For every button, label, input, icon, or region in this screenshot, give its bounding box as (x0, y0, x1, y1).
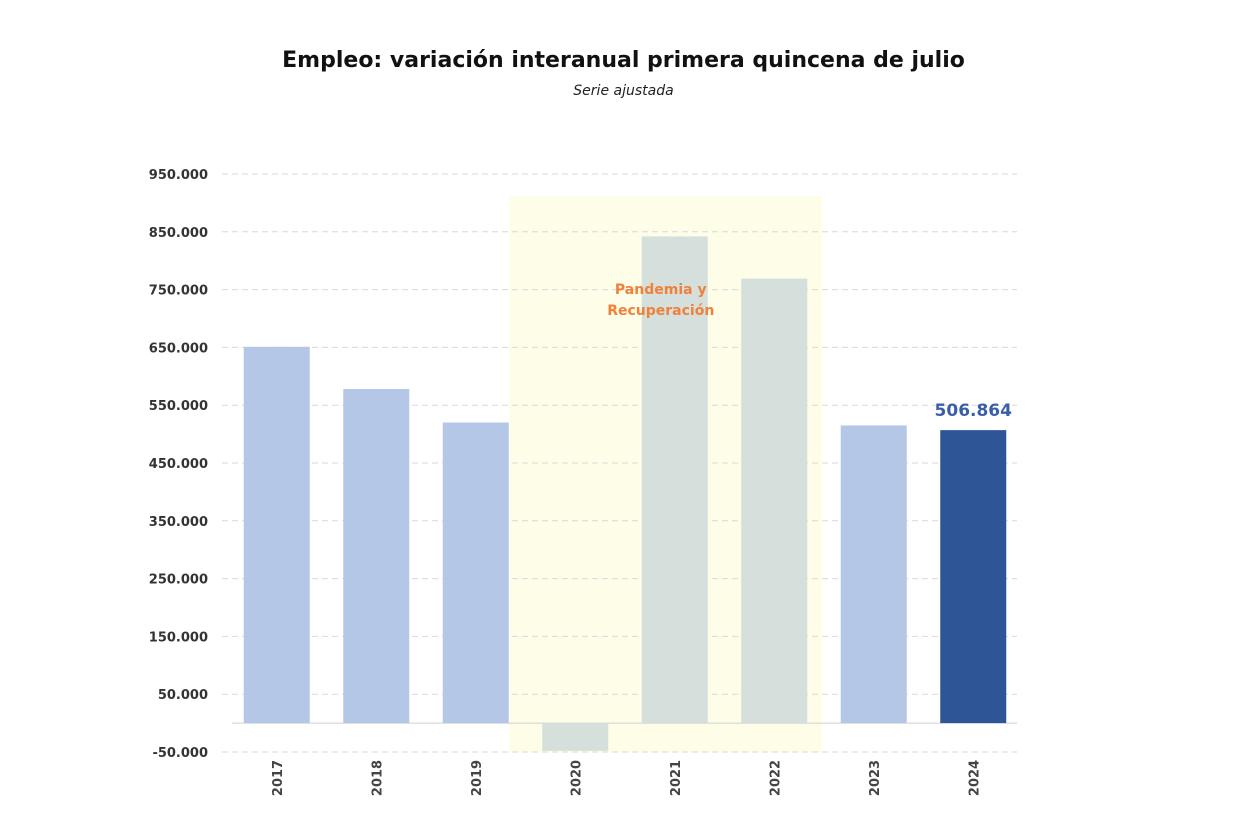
x-tick-label: 2021 (669, 760, 684, 796)
bar-2018 (343, 389, 410, 724)
bar-2022 (741, 278, 808, 724)
x-tick-label: 2019 (470, 760, 485, 796)
y-tick-label: 750.000 (149, 284, 208, 299)
y-tick-label: 350.000 (149, 515, 208, 530)
bar-2017 (243, 346, 310, 724)
x-tick-label: 2018 (370, 760, 385, 796)
y-tick-label: 450.000 (149, 457, 208, 472)
highlight-region-label: Recuperación (607, 303, 714, 319)
y-tick-label: 950.000 (149, 168, 208, 183)
y-tick-label: 550.000 (149, 399, 208, 414)
bar-2021 (641, 236, 708, 724)
bar-2023 (840, 425, 907, 724)
bar-2024 (940, 430, 1007, 724)
x-tick-label: 2023 (868, 760, 883, 796)
y-tick-label: -50.000 (152, 746, 208, 761)
chart-subtitle: Serie ajustada (573, 83, 674, 99)
bar-2020 (542, 723, 609, 751)
y-tick-label: 150.000 (149, 630, 208, 645)
highlight-region-label: Pandemia y (615, 282, 707, 298)
x-tick-label: 2020 (569, 760, 584, 796)
data-label: 506.864 (935, 401, 1013, 421)
chart-title: Empleo: variación interanual primera qui… (282, 48, 965, 73)
y-tick-label: 650.000 (149, 341, 208, 356)
bar-2019 (442, 422, 509, 724)
x-tick-label: 2024 (967, 760, 982, 796)
x-tick-label: 2017 (271, 760, 286, 796)
y-tick-label: 50.000 (158, 688, 208, 703)
x-tick-label: 2022 (768, 760, 783, 796)
y-tick-label: 250.000 (149, 573, 208, 588)
y-tick-label: 850.000 (149, 226, 208, 241)
